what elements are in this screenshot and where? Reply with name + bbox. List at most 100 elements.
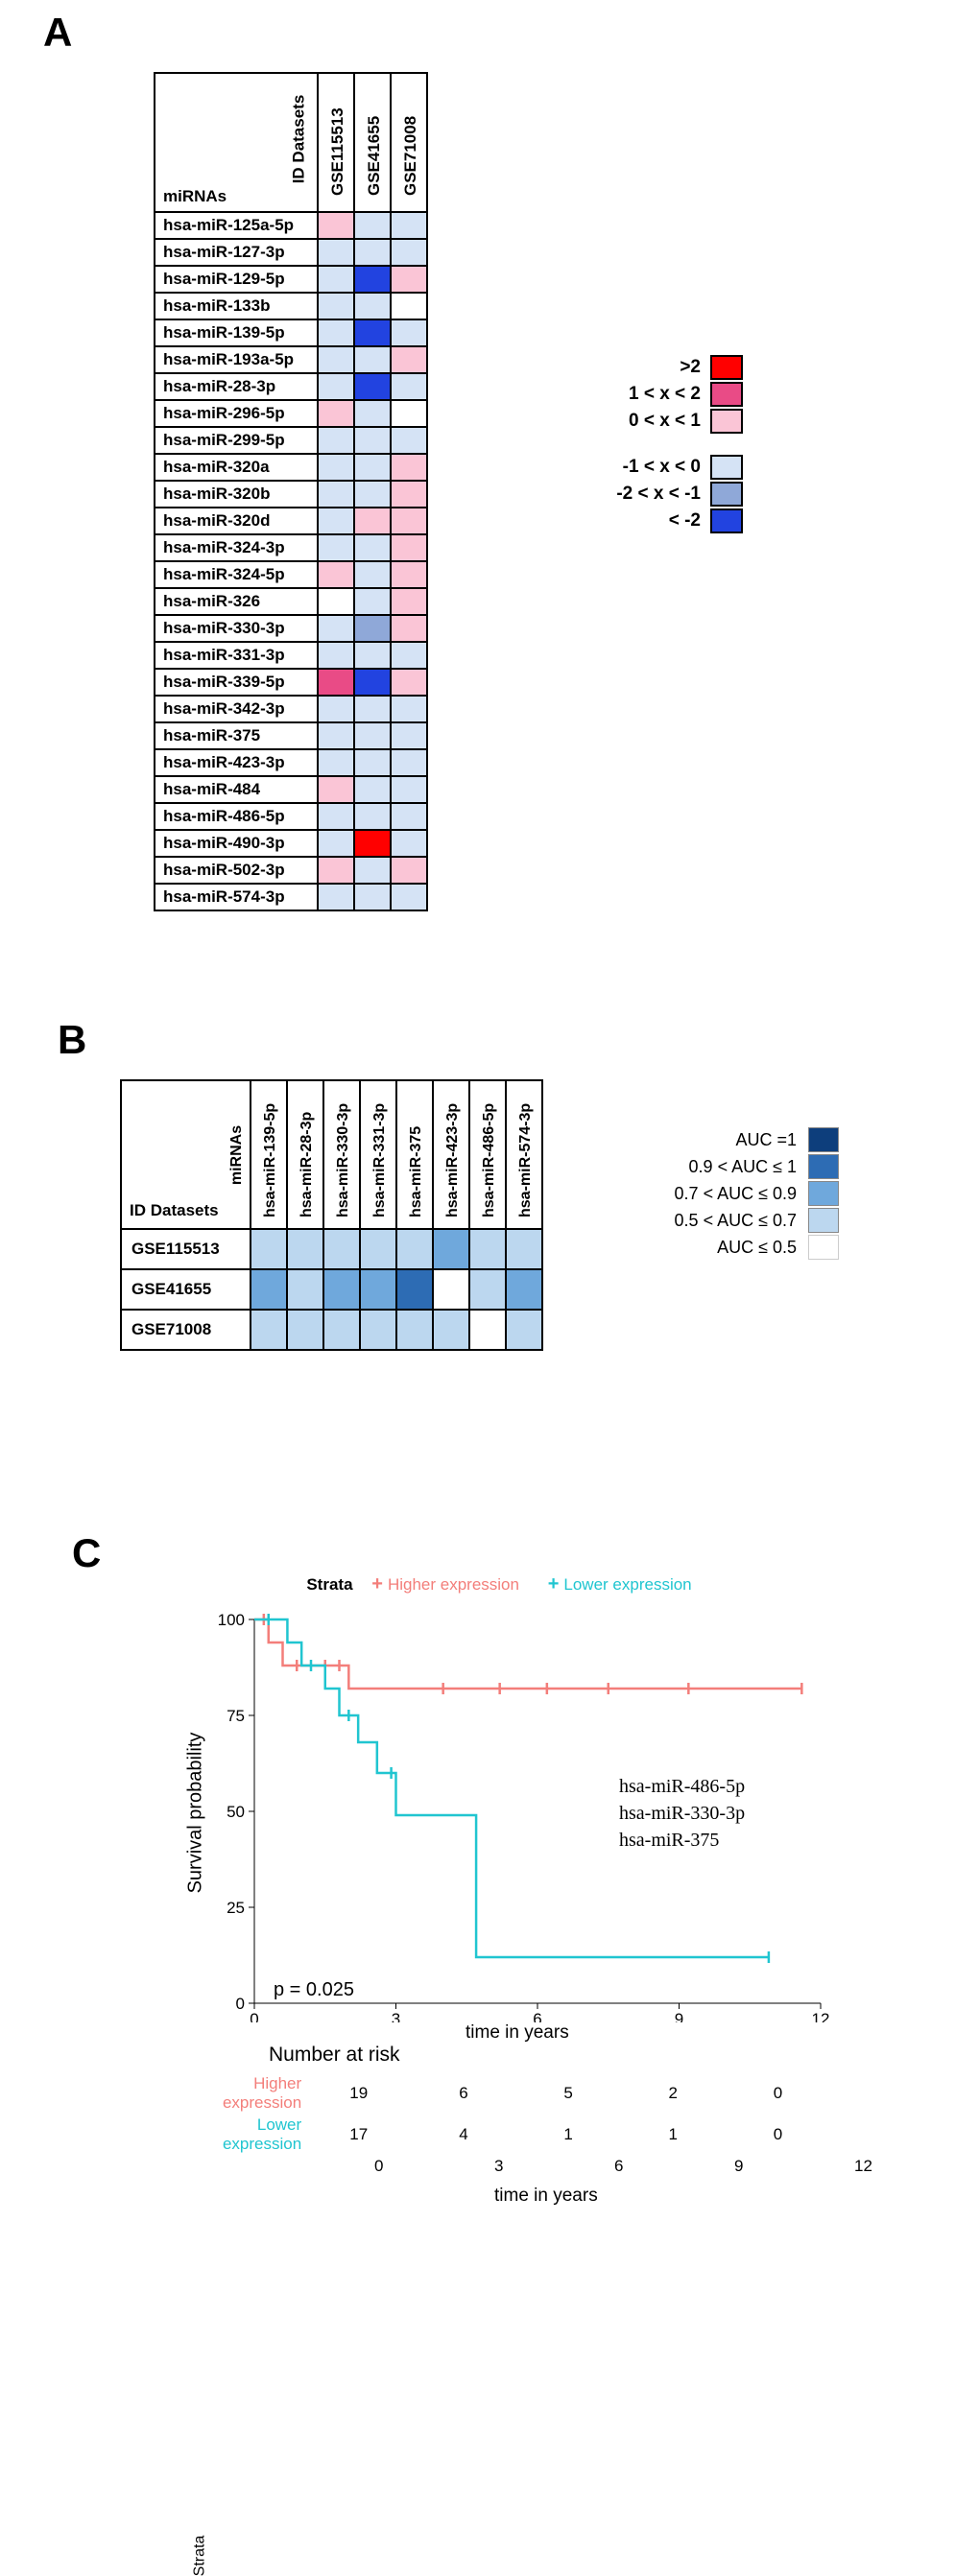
heatmap-cell [354,266,391,293]
svg-text:75: 75 [227,1707,245,1725]
heatmap-cell [318,454,354,481]
dataset-row: GSE71008 [121,1310,251,1350]
heatmap-cell [318,561,354,588]
heatmap-cell [391,534,427,561]
mirna-row: hsa-miR-127-3p [155,239,318,266]
higher-legend: +Higher expression [371,1575,519,1594]
mirna-row: hsa-miR-296-5p [155,400,318,427]
auc-cell [360,1229,396,1269]
auc-cell [251,1269,287,1310]
heatmap-cell [354,373,391,400]
heatmap-cell [391,400,427,427]
heatmap-cell [318,776,354,803]
risk-title: Number at risk [269,2044,830,2067]
heatmap-a: miRNAsID DatasetsGSE115513GSE41655GSE710… [154,72,428,911]
heatmap-cell [318,857,354,884]
heatmap-cell [354,803,391,830]
heatmap-cell [354,239,391,266]
mirna-row: hsa-miR-574-3p [155,884,318,910]
heatmap-cell [318,615,354,642]
heatmap-cell [318,696,354,722]
heatmap-cell [318,266,354,293]
auc-cell [360,1269,396,1310]
mirna-row: hsa-miR-320a [155,454,318,481]
lower-legend: +Lower expression [548,1575,692,1594]
mirna-row: hsa-miR-502-3p [155,857,318,884]
mirna-row: hsa-miR-326 [155,588,318,615]
svg-text:0: 0 [236,1995,245,2013]
heatmap-cell [354,481,391,508]
svg-text:6: 6 [533,2010,541,2022]
auc-cell [360,1310,396,1350]
dataset-row: GSE115513 [121,1229,251,1269]
heatmap-cell [391,803,427,830]
auc-cell [469,1269,506,1310]
heatmap-cell [354,884,391,910]
legend-a: >21 < x < 20 < x < 1-1 < x < 0-2 < x < -… [595,355,743,535]
auc-cell [433,1310,469,1350]
heatmap-cell [391,481,427,508]
heatmap-cell [354,615,391,642]
heatmap-cell [391,346,427,373]
heatmap-cell [354,588,391,615]
heatmap-cell [391,588,427,615]
heatmap-cell [391,373,427,400]
risk-table: Number at risk Higher expression196520Lo… [197,2044,830,2207]
heatmap-cell [318,534,354,561]
strata-label: Strata [306,1575,352,1594]
auc-cell [287,1229,323,1269]
heatmap-cell [391,508,427,534]
panel-c: Strata +Higher expression +Lower express… [125,1573,873,2022]
heatmap-cell [354,454,391,481]
auc-cell [251,1310,287,1350]
panel-label-a: A [43,10,72,56]
heatmap-cell [391,427,427,454]
heatmap-cell [391,642,427,669]
auc-cell [323,1229,360,1269]
heatmap-cell [318,803,354,830]
mirna-row: hsa-miR-133b [155,293,318,319]
heatmap-cell [354,212,391,239]
heatmap-cell [391,857,427,884]
heatmap-cell [354,293,391,319]
mirna-row: hsa-miR-330-3p [155,615,318,642]
svg-text:3: 3 [392,2010,400,2022]
auc-cell [506,1310,542,1350]
heatmap-cell [354,857,391,884]
heatmap-cell [354,346,391,373]
mirna-row: hsa-miR-324-5p [155,561,318,588]
heatmap-cell [318,346,354,373]
heatmap-cell [354,830,391,857]
mirna-row: hsa-miR-320d [155,508,318,534]
heatmap-cell [391,212,427,239]
panel-label-c: C [72,1530,101,1576]
heatmap-cell [354,534,391,561]
heatmap-cell [354,427,391,454]
heatmap-cell [318,427,354,454]
heatmap-cell [318,481,354,508]
heatmap-cell [318,373,354,400]
heatmap-cell [318,212,354,239]
dataset-row: GSE41655 [121,1269,251,1310]
heatmap-cell [354,400,391,427]
heatmap-cell [354,561,391,588]
heatmap-cell [318,588,354,615]
heatmap-cell [354,669,391,696]
mirna-row: hsa-miR-324-3p [155,534,318,561]
heatmap-cell [354,319,391,346]
heatmap-cell [391,669,427,696]
mirna-row: hsa-miR-342-3p [155,696,318,722]
auc-cell [396,1310,433,1350]
p-value: p = 0.025 [274,1979,354,2001]
heatmap-cell [391,615,427,642]
mirna-row: hsa-miR-320b [155,481,318,508]
auc-cell [396,1269,433,1310]
mirna-row: hsa-miR-339-5p [155,669,318,696]
heatmap-cell [391,696,427,722]
heatmap-cell [318,642,354,669]
heatmap-cell [354,696,391,722]
mirna-row: hsa-miR-28-3p [155,373,318,400]
auc-cell [396,1229,433,1269]
x-axis-title: time in years [466,2022,569,2044]
heatmap-cell [318,830,354,857]
